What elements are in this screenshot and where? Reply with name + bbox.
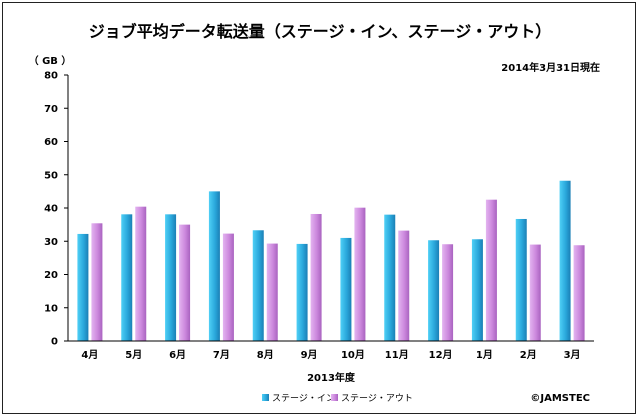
- x-tick-label: 12月: [429, 349, 453, 361]
- legend: ステージ・イン ステージ・アウト: [262, 393, 413, 404]
- x-tick-label: 5月: [125, 349, 142, 361]
- bar-stage-in: [428, 240, 440, 341]
- x-tick-label: 9月: [301, 349, 318, 361]
- y-tick-label: 20: [44, 270, 58, 281]
- y-tick-label: 40: [44, 204, 58, 215]
- y-tick-label: 50: [44, 170, 58, 181]
- legend-label-stage-in: ステージ・イン: [272, 393, 335, 404]
- bar-stage-out: [529, 244, 541, 341]
- bar-stage-out: [354, 207, 366, 341]
- x-tick-label: 11月: [385, 349, 409, 361]
- x-tick-label: 3月: [564, 349, 581, 361]
- bar-stage-out: [485, 199, 497, 341]
- x-tick-label: 1月: [476, 349, 493, 361]
- bar-stage-out: [266, 243, 278, 341]
- bar-stage-out: [398, 230, 410, 341]
- bar-stage-in: [165, 214, 177, 341]
- x-tick-label: 2月: [520, 349, 537, 361]
- bar-stage-out: [442, 244, 454, 341]
- x-tick-label: 4月: [81, 349, 98, 361]
- bar-stage-in: [471, 239, 483, 341]
- bar-stage-out: [179, 224, 191, 341]
- x-tick-label: 6月: [169, 349, 186, 361]
- bar-stage-in: [121, 214, 133, 341]
- bar-stage-in: [77, 233, 89, 341]
- bar-stage-in: [296, 243, 308, 341]
- copyright-text: ©JAMSTEC: [530, 393, 590, 404]
- bar-stage-out: [573, 245, 585, 341]
- bar-stage-in: [208, 191, 220, 341]
- chart-title: ジョブ平均データ転送量（ステージ・イン、ステージ・アウト）: [89, 22, 551, 41]
- y-axis-unit: （ GB ）: [29, 54, 72, 67]
- y-axis: 0 10 20 30 40 50 60 70 80: [44, 71, 69, 348]
- x-tick-label: 10月: [341, 349, 365, 361]
- legend-label-stage-out: ステージ・アウト: [341, 393, 413, 404]
- y-tick-label: 10: [44, 303, 58, 314]
- y-tick-label: 0: [51, 337, 58, 348]
- chart-frame: [2, 2, 636, 414]
- x-axis: 4月 5月 6月 7月 8月 9月 10月 11月 12月 1月 2月 3月: [68, 340, 594, 361]
- date-note: 2014年3月31日現在: [501, 61, 600, 74]
- y-tick-label: 70: [44, 104, 58, 115]
- x-tick-label: 8月: [257, 349, 274, 361]
- bar-stage-in: [559, 180, 571, 341]
- x-axis-label: 2013年度: [307, 371, 356, 384]
- legend-swatch-stage-out: [331, 394, 338, 401]
- y-tick-label: 60: [44, 137, 58, 148]
- bar-stage-in: [515, 218, 527, 341]
- legend-swatch-stage-in: [262, 394, 269, 401]
- bar-stage-in: [340, 237, 352, 341]
- bar-stage-in: [384, 214, 396, 341]
- bars: [77, 180, 585, 341]
- bar-stage-in: [252, 230, 264, 341]
- y-tick-label: 30: [44, 237, 58, 248]
- y-tick-label: 80: [44, 71, 58, 82]
- bar-stage-out: [135, 206, 147, 341]
- x-tick-label: 7月: [213, 349, 230, 361]
- bar-stage-out: [222, 233, 234, 341]
- bar-stage-out: [91, 223, 103, 341]
- bar-stage-out: [310, 213, 322, 341]
